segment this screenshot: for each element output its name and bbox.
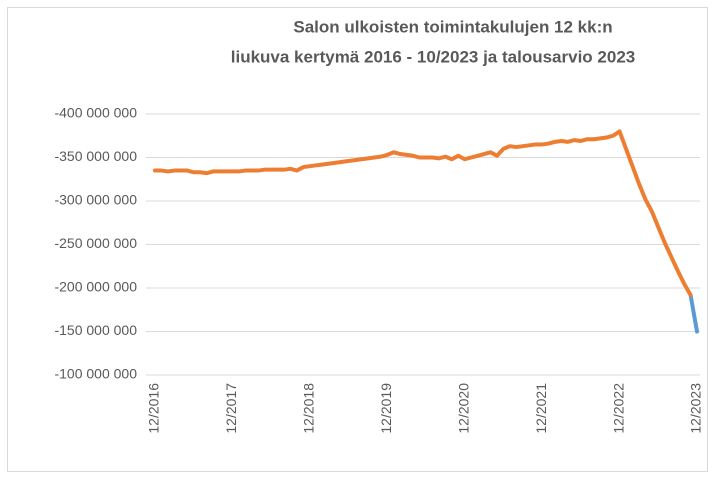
- chart-title: Salon ulkoisten toimintakulujen 12 kk:n: [293, 17, 612, 36]
- x-tick-label: 12/2017: [223, 383, 239, 434]
- y-tick-label: -250 000 000: [54, 235, 137, 251]
- y-tick-label: -150 000 000: [54, 322, 137, 338]
- y-tick-label: -300 000 000: [54, 192, 137, 208]
- y-tick-label: -200 000 000: [54, 279, 137, 295]
- x-tick-label: 12/2023: [688, 383, 704, 434]
- x-tick-label: 12/2019: [378, 383, 394, 434]
- y-tick-label: -350 000 000: [54, 148, 137, 164]
- x-tick-label: 12/2021: [533, 383, 549, 434]
- data-line: [688, 292, 699, 334]
- y-tick-label: -400 000 000: [54, 105, 137, 121]
- chart-title: liukuva kertymä 2016 - 10/2023 ja talous…: [231, 47, 635, 66]
- data-line: [153, 129, 693, 297]
- y-tick-label: -100 000 000: [54, 366, 137, 382]
- x-tick-label: 12/2022: [610, 383, 626, 434]
- x-tick-label: 12/2020: [455, 383, 471, 434]
- x-tick-label: 12/2016: [146, 383, 162, 434]
- chart-border: [7, 7, 708, 472]
- x-tick-label: 12/2018: [301, 383, 317, 434]
